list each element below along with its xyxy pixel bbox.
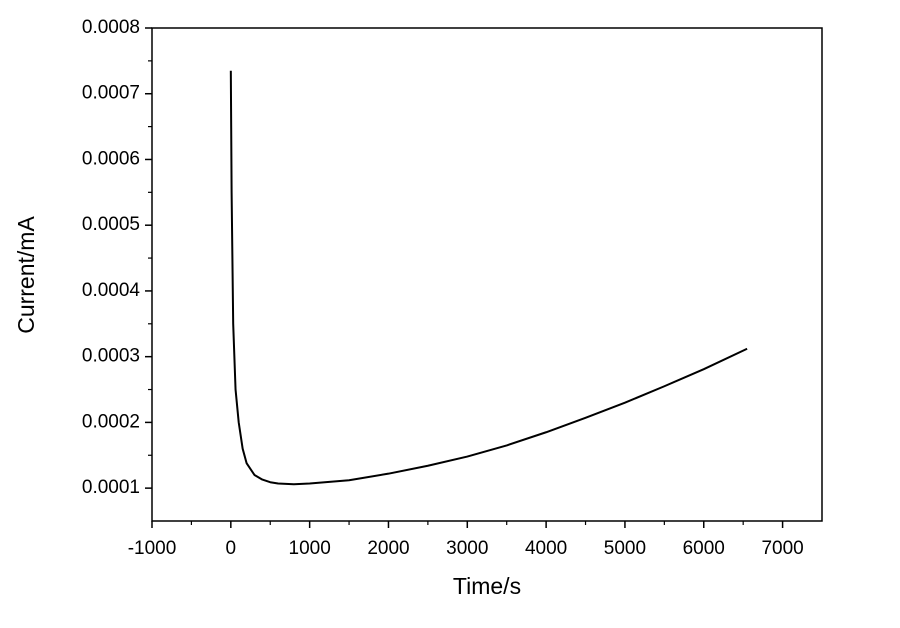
y-tick-label: 0.0006 [82,148,140,169]
x-tick-label: 0 [226,538,237,559]
x-axis-title: Time/s [453,573,521,599]
x-tick-label: 6000 [683,538,725,559]
x-tick-label: 5000 [604,538,646,559]
y-tick-label: 0.0004 [82,280,141,301]
y-tick-label: 0.0007 [82,83,140,104]
data-line [229,70,748,486]
y-tick-label: 0.0003 [82,346,140,367]
y-tick-label: 0.0008 [82,17,140,38]
y-tick-label: 0.0001 [82,477,140,498]
x-tick-label: 1000 [289,538,331,559]
y-tick-label: 0.0005 [82,214,140,235]
x-tick-label: 2000 [367,538,409,559]
y-tick-label: 0.0002 [82,411,140,432]
x-tick-label: 4000 [525,538,567,559]
x-tick-label: -1000 [128,538,177,559]
x-tick-label: 3000 [446,538,488,559]
y-axis-title: Current/mA [13,216,39,334]
x-tick-label: 7000 [761,538,803,559]
plot-frame [151,27,823,522]
